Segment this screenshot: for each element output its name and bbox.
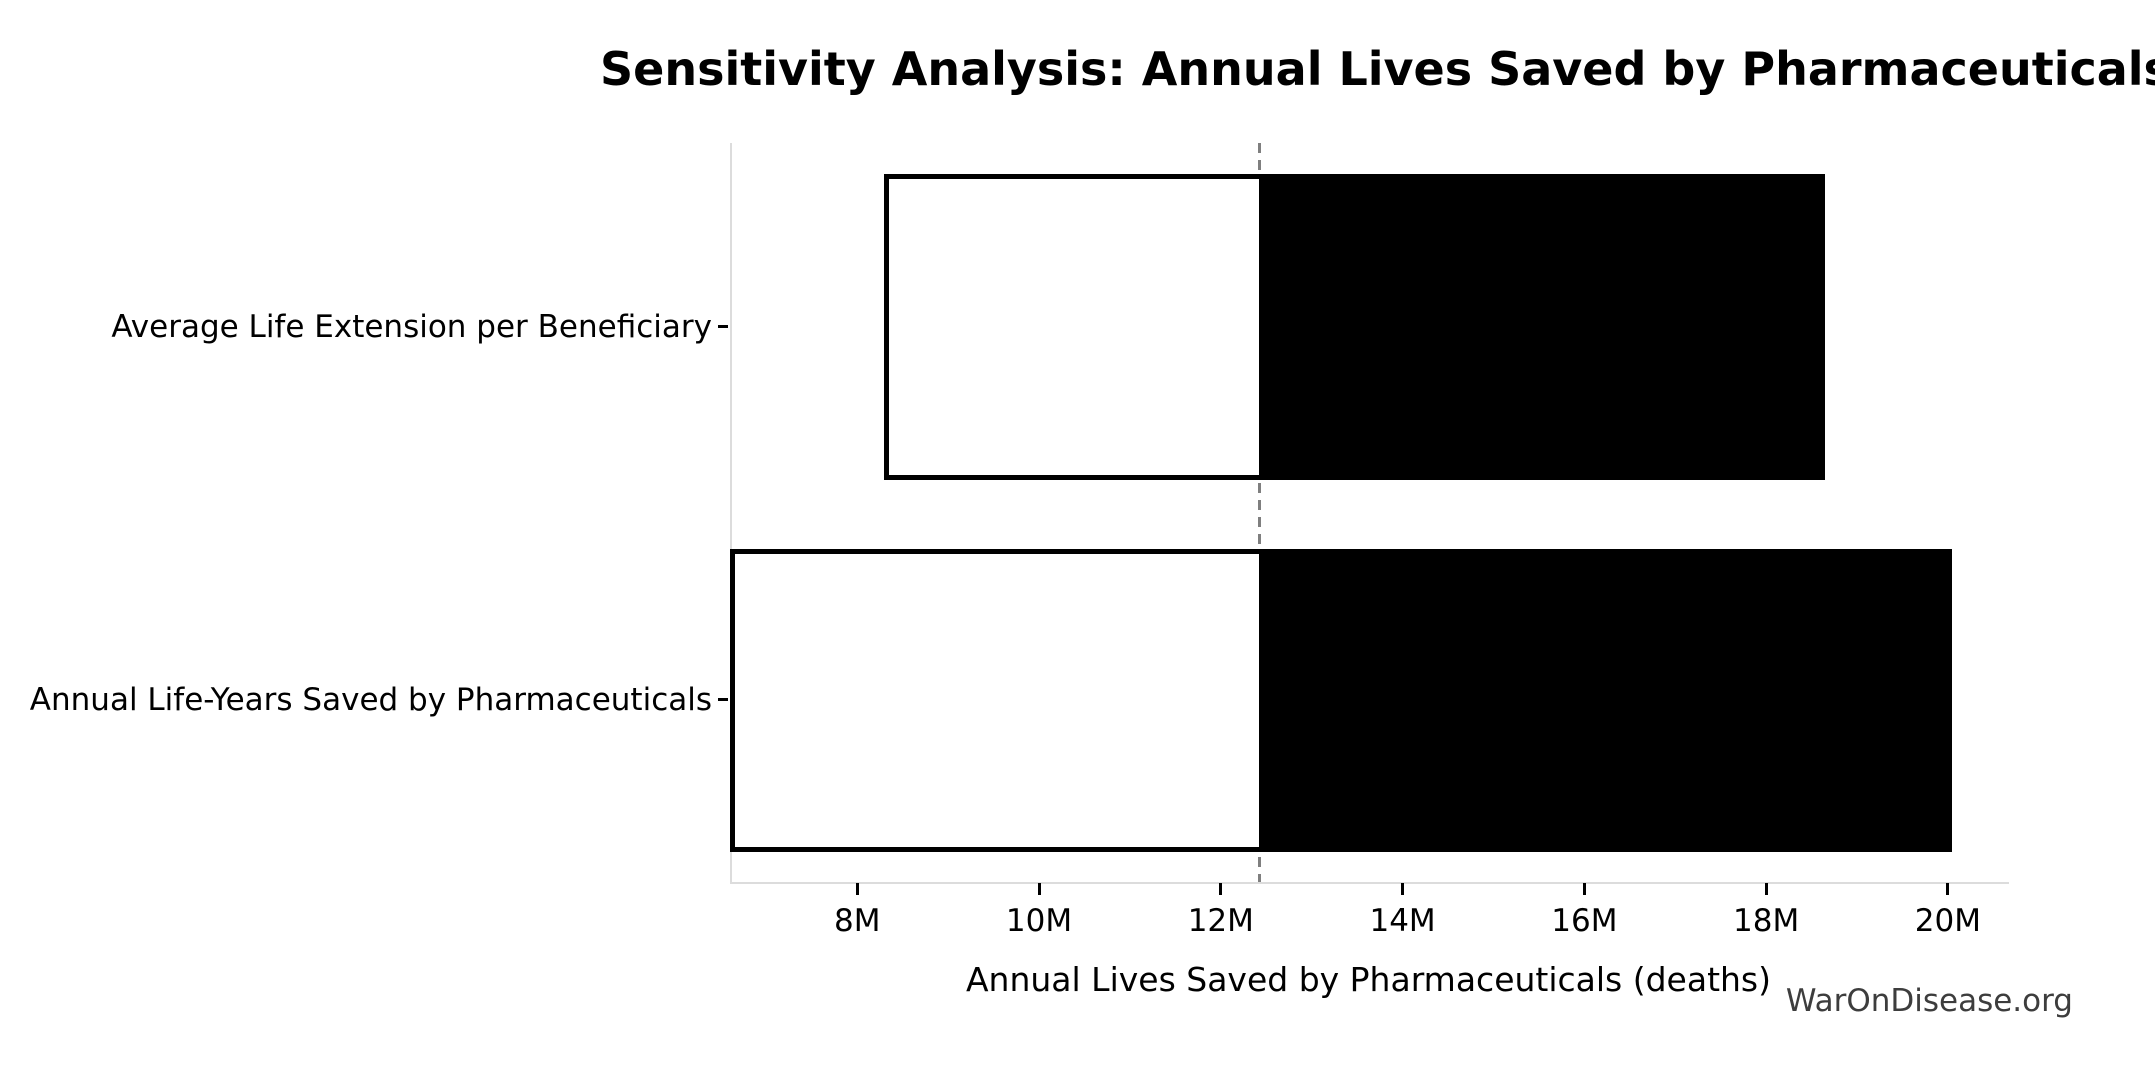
tornado-bar <box>729 549 1953 852</box>
baseline-dashed-line <box>1257 143 1261 882</box>
x-tick-label: 16M <box>1551 903 1618 939</box>
y-tick-mark <box>718 698 728 701</box>
x-tick-mark <box>1582 883 1586 895</box>
x-axis-title: Annual Lives Saved by Pharmaceuticals (d… <box>965 960 1772 999</box>
x-tick-label: 10M <box>1005 903 1073 939</box>
x-tick-mark <box>1401 883 1405 895</box>
x-tick-mark <box>1037 883 1041 895</box>
x-tick-label: 12M <box>1187 903 1254 939</box>
x-tick-mark <box>1946 883 1950 895</box>
plot-area <box>729 143 2009 884</box>
x-tick-mark <box>855 883 859 895</box>
x-tick-mark <box>1219 883 1223 895</box>
bar-segment-above-baseline <box>1259 179 1821 475</box>
y-axis-label-annual-life-years: Annual Life-Years Saved by Pharmaceutica… <box>29 682 712 718</box>
watermark-text: WarOnDisease.org <box>1785 983 2073 1019</box>
bar-segment-above-baseline <box>1259 554 1948 847</box>
y-tick-mark <box>718 325 728 328</box>
tornado-bar <box>884 174 1826 480</box>
x-tick-mark <box>1764 883 1768 895</box>
x-tick-label: 20M <box>1914 903 1981 939</box>
x-tick-label: 14M <box>1369 903 1436 939</box>
x-tick-label: 8M <box>833 903 881 939</box>
chart-title: Sensitivity Analysis: Annual Lives Saved… <box>600 42 2155 96</box>
y-axis-label-average-life-extension: Average Life Extension per Beneficiary <box>111 309 712 345</box>
x-tick-label: 18M <box>1733 903 1800 939</box>
